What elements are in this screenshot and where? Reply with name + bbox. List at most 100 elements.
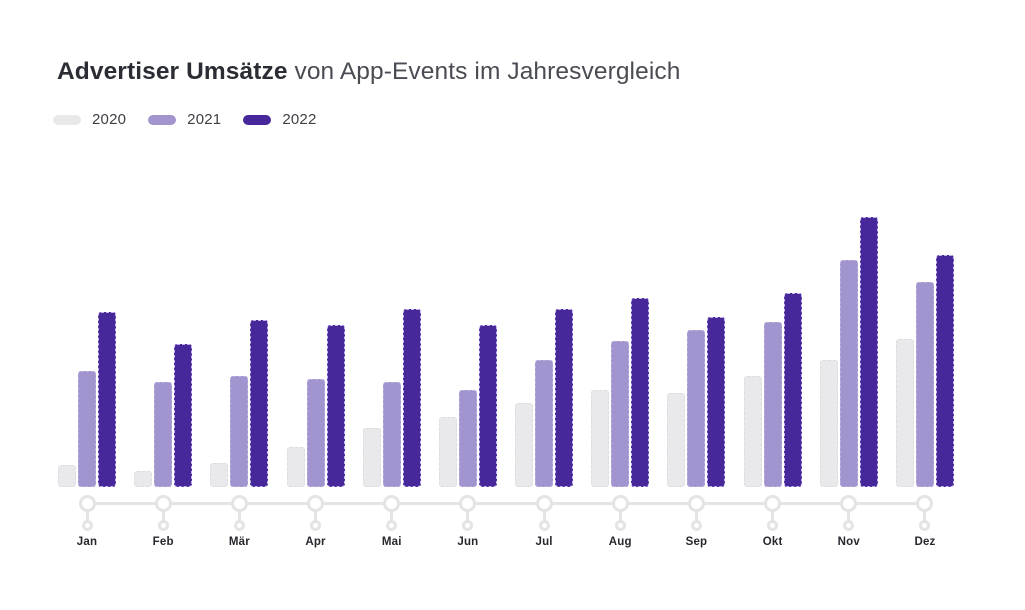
bar-2022-okt [783, 292, 802, 487]
axis-label-feb: Feb [152, 536, 174, 548]
legend-item-2021: 2021 [148, 111, 221, 128]
axis-label-jan: Jan [76, 536, 98, 548]
timeline-subnode-nov [843, 520, 855, 531]
axis-label-nov: Nov [837, 536, 860, 548]
timeline-node-jun [459, 494, 477, 512]
timeline-node-dez [916, 494, 934, 512]
legend-item-2022: 2022 [243, 111, 316, 128]
timeline-node-okt [764, 494, 782, 512]
timeline-node-mär [230, 494, 248, 512]
legend-label-2022: 2022 [282, 111, 317, 128]
bar-2020-nov [819, 360, 838, 487]
axis-label-mai: Mai [381, 536, 402, 548]
timeline-stem-mai [390, 503, 394, 525]
bar-2022-sep [707, 316, 726, 487]
bar-2021-aug [611, 341, 630, 487]
axis-label-dez: Dez [914, 536, 936, 548]
bar-2021-dez [915, 281, 934, 487]
chart-title: Advertiser Umsätze von App-Events im Jah… [57, 56, 680, 88]
timeline-subnode-sep [690, 520, 702, 531]
legend-swatch-2020 [53, 114, 81, 125]
bar-2021-jun [458, 389, 477, 487]
timeline-node-sep [687, 494, 705, 512]
timeline-subnode-jan [81, 520, 93, 531]
legend-label-2020: 2020 [92, 111, 127, 128]
timeline-node-apr [307, 494, 325, 512]
axis-label-aug: Aug [608, 536, 632, 548]
legend: 2020 2021 2022 [53, 111, 317, 128]
timeline-node-jan [78, 494, 96, 512]
bar-2021-okt [763, 322, 782, 487]
bar-2022-mai [402, 308, 421, 487]
timeline-subnode-jul [538, 520, 550, 531]
timeline-stem-mär [237, 503, 241, 525]
bar-2020-jan [58, 465, 76, 487]
bar-2022-feb [174, 343, 193, 487]
bar-2022-jan [98, 311, 116, 487]
bar-2021-mär [230, 376, 249, 487]
timeline-subnode-mär [233, 520, 245, 531]
axis-label-sep: Sep [685, 536, 708, 548]
legend-swatch-2021 [148, 114, 177, 125]
timeline-subnode-jun [462, 520, 474, 531]
axis-label-jun: Jun [457, 536, 479, 548]
bar-2020-mai [362, 427, 381, 487]
bar-2021-jan [78, 370, 96, 487]
timeline-node-aug [611, 494, 629, 512]
timeline-stem-apr [314, 503, 318, 525]
bar-2020-dez [895, 338, 914, 487]
bar-2020-apr [286, 446, 305, 487]
axis-label-jul: Jul [535, 536, 553, 548]
bar-2021-mai [382, 381, 401, 487]
timeline-subnode-okt [767, 520, 779, 531]
bar-2021-jul [535, 360, 554, 487]
bar-2020-sep [667, 392, 686, 487]
timeline-axis-line [87, 501, 925, 505]
legend-label-2021: 2021 [187, 111, 222, 128]
bar-2020-mär [210, 462, 229, 487]
bar-2022-nov [859, 217, 878, 487]
bar-2020-okt [743, 376, 762, 487]
axis-label-apr: Apr [305, 536, 326, 548]
bar-2022-jun [478, 325, 497, 487]
bar-2021-nov [839, 260, 858, 487]
timeline-node-nov [840, 494, 858, 512]
timeline-stem-nov [847, 503, 851, 525]
chart-title-emphasis: Advertiser Umsätze [57, 58, 288, 85]
legend-swatch-2022 [243, 114, 272, 125]
axis-label-mär: Mär [228, 536, 250, 548]
bar-2021-feb [154, 381, 173, 487]
bar-2022-aug [631, 298, 650, 487]
legend-item-2020: 2020 [53, 111, 126, 128]
timeline-subnode-mai [386, 520, 398, 531]
bar-2020-feb [134, 470, 153, 487]
timeline-node-feb [154, 494, 172, 512]
bar-2022-mär [250, 319, 269, 487]
timeline-stem-dez [923, 503, 927, 525]
bar-2021-sep [687, 330, 706, 487]
bar-2022-dez [935, 254, 954, 487]
timeline-node-mai [383, 494, 401, 512]
timeline-stem-sep [694, 503, 698, 525]
chart-title-rest: von App-Events im Jahresvergleich [287, 58, 681, 85]
timeline-stem-aug [618, 503, 622, 525]
timeline-subnode-aug [614, 520, 626, 531]
bar-2021-apr [306, 379, 325, 487]
timeline-stem-feb [161, 503, 165, 525]
axis-label-okt: Okt [762, 536, 783, 548]
timeline-stem-jun [466, 503, 470, 525]
timeline-subnode-apr [310, 520, 322, 531]
bar-2020-jul [515, 403, 534, 487]
timeline-stem-okt [771, 503, 775, 525]
timeline-stem-jan [85, 503, 89, 525]
bar-2020-jun [438, 416, 457, 487]
timeline-stem-jul [542, 503, 546, 525]
bar-2022-apr [326, 325, 345, 487]
bar-2022-jul [555, 308, 574, 487]
bar-2020-aug [591, 389, 610, 487]
timeline-subnode-dez [919, 520, 931, 531]
timeline-subnode-feb [157, 520, 169, 531]
timeline-node-jul [535, 494, 553, 512]
